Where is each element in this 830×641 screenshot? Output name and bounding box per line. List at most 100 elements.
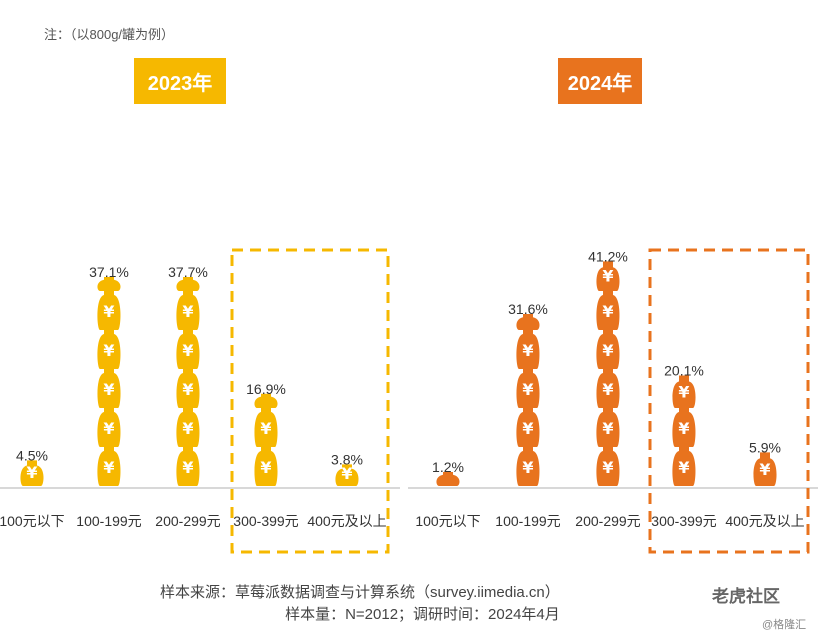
yen-symbol-2023-3-1: ¥ bbox=[260, 419, 271, 438]
category-label-2023-0: 100元以下 bbox=[0, 513, 65, 529]
yen-symbol-2023-0-0: ¥ bbox=[26, 463, 37, 482]
coin-bag-2024-0-0 bbox=[436, 472, 460, 486]
yen-symbol-2023-3-0: ¥ bbox=[260, 458, 271, 477]
watermark-main: 老虎社区 bbox=[712, 587, 780, 606]
value-label-2023-3: 16.9% bbox=[246, 381, 286, 397]
coin-bag-2023-2-3 bbox=[176, 328, 200, 369]
coin-bag-2023-1-0 bbox=[97, 445, 121, 486]
source-line-1: 样本来源：草莓派数据调查与计算系统（survey.iimedia.cn） bbox=[160, 584, 560, 601]
yen-symbol-2024-3-0: ¥ bbox=[678, 458, 689, 477]
yen-symbol-2023-1-3: ¥ bbox=[103, 341, 114, 360]
category-label-2024-1: 100-199元 bbox=[495, 513, 560, 529]
coin-bag-2023-2-1 bbox=[176, 406, 200, 447]
yen-symbol-2024-3-1: ¥ bbox=[678, 419, 689, 438]
bar-2024-2: ¥ ¥ ¥ ¥ ¥ ¥ bbox=[596, 261, 620, 486]
yen-symbol-2023-2-3: ¥ bbox=[182, 341, 193, 360]
watermark-sub: @格隆汇 bbox=[762, 619, 807, 631]
category-label-2023-3: 300-399元 bbox=[233, 513, 298, 529]
chart-note: 注：（以800g/罐为例） bbox=[44, 27, 175, 42]
yen-symbol-2024-2-1: ¥ bbox=[602, 419, 613, 438]
coin-bag-2023-2-0 bbox=[176, 445, 200, 486]
yen-symbol-2024-1-2: ¥ bbox=[522, 380, 533, 399]
yen-symbol-2024-2-4: ¥ bbox=[602, 302, 613, 321]
bar-2023-0: ¥ bbox=[20, 460, 44, 486]
category-label-2024-4: 400元及以上 bbox=[725, 513, 804, 529]
value-label-2023-1: 37.1% bbox=[89, 264, 129, 280]
coin-bag-2023-2-4 bbox=[176, 289, 200, 330]
year-badge-2023: 2023年 bbox=[134, 58, 226, 104]
coin-bag-2024-1-1 bbox=[516, 406, 540, 447]
bar-2023-4: ¥ bbox=[335, 464, 359, 486]
coin-bag-2024-2-2 bbox=[596, 367, 620, 408]
value-label-2024-2: 41.2% bbox=[588, 248, 628, 264]
coin-bag-2024-3-0 bbox=[672, 445, 696, 486]
yen-symbol-2023-1-0: ¥ bbox=[103, 458, 114, 477]
value-label-2024-0: 1.2% bbox=[432, 459, 464, 475]
coin-bag-2023-3-1 bbox=[254, 406, 278, 447]
value-label-2024-1: 31.6% bbox=[508, 301, 548, 317]
coin-bag-2023-2-5 bbox=[176, 277, 200, 291]
bar-2023-3: ¥¥ bbox=[254, 393, 278, 486]
bar-2024-0 bbox=[436, 472, 460, 486]
bar-2023-1: ¥ ¥ ¥ ¥ ¥ bbox=[97, 277, 121, 486]
highlight-box-2024 bbox=[648, 248, 810, 554]
yen-symbol-2023-1-2: ¥ bbox=[103, 380, 114, 399]
coin-bag-2024-2-4 bbox=[596, 289, 620, 330]
year-badge-2024: 2024年 bbox=[558, 58, 642, 104]
yen-symbol-2023-2-0: ¥ bbox=[182, 458, 193, 477]
yen-symbol-2023-1-4: ¥ bbox=[103, 302, 114, 321]
bar-2024-4: ¥ bbox=[753, 452, 777, 486]
coin-bag-2023-2-2 bbox=[176, 367, 200, 408]
yen-symbol-2024-1-1: ¥ bbox=[522, 419, 533, 438]
yen-symbol-2024-4-0: ¥ bbox=[759, 460, 770, 479]
yen-symbol-2023-2-4: ¥ bbox=[182, 302, 193, 321]
value-label-2023-2: 37.7% bbox=[168, 264, 208, 280]
bar-2024-3: ¥ ¥ ¥ bbox=[672, 375, 696, 486]
coin-bag-2024-1-3 bbox=[516, 328, 540, 369]
category-label-2023-2: 200-299元 bbox=[155, 513, 220, 529]
source-line-2: 样本量：N=2012；调研时间：2024年4月 bbox=[285, 606, 560, 623]
coin-bag-2024-3-1 bbox=[672, 406, 696, 447]
category-label-2024-3: 300-399元 bbox=[651, 513, 716, 529]
coin-bag-2024-1-0 bbox=[516, 445, 540, 486]
source-note: 样本来源：草莓派数据调查与计算系统（survey.iimedia.cn） 样本量… bbox=[160, 582, 560, 626]
coin-bag-2024-1-2 bbox=[516, 367, 540, 408]
yen-symbol-2023-1-1: ¥ bbox=[103, 419, 114, 438]
highlight-box-2023 bbox=[230, 248, 390, 554]
yen-symbol-2024-3-2: ¥ bbox=[678, 383, 689, 402]
coin-bag-2024-1-4 bbox=[516, 314, 540, 330]
yen-symbol-2024-2-2: ¥ bbox=[602, 380, 613, 399]
category-label-2024-2: 200-299元 bbox=[575, 513, 640, 529]
coin-bag-2024-3-2 bbox=[672, 375, 696, 408]
bar-2024-1: ¥ ¥ ¥ ¥ bbox=[516, 314, 540, 486]
yen-symbol-2023-2-1: ¥ bbox=[182, 419, 193, 438]
coin-bag-2023-0-0 bbox=[20, 460, 44, 486]
category-label-2023-1: 100-199元 bbox=[76, 513, 141, 529]
coin-bag-2024-2-1 bbox=[596, 406, 620, 447]
coin-bag-2023-1-4 bbox=[97, 289, 121, 330]
value-label-2023-4: 3.8% bbox=[331, 451, 363, 467]
coin-bag-2023-3-0 bbox=[254, 445, 278, 486]
category-label-2023-4: 400元及以上 bbox=[307, 513, 386, 529]
yen-symbol-2023-2-2: ¥ bbox=[182, 380, 193, 399]
coin-bag-2023-4-0 bbox=[335, 464, 359, 486]
coin-bag-2023-1-2 bbox=[97, 367, 121, 408]
value-label-2024-3: 20.1% bbox=[664, 363, 704, 379]
yen-symbol-2024-2-0: ¥ bbox=[602, 458, 613, 477]
yen-symbol-2023-4-0: ¥ bbox=[341, 464, 352, 483]
category-label-2024-0: 100元以下 bbox=[415, 513, 480, 529]
yen-symbol-2024-2-3: ¥ bbox=[602, 341, 613, 360]
bar-2023-2: ¥ ¥ ¥ ¥ ¥ bbox=[176, 277, 200, 486]
yen-symbol-2024-2-5: ¥ bbox=[602, 267, 613, 286]
coin-bag-2024-2-5 bbox=[596, 261, 620, 291]
coin-bag-2024-2-0 bbox=[596, 445, 620, 486]
coin-bag-2023-3-2 bbox=[254, 393, 278, 408]
coin-bag-2023-1-5 bbox=[97, 277, 121, 291]
value-label-2024-4: 5.9% bbox=[749, 439, 781, 455]
yen-symbol-2024-1-3: ¥ bbox=[522, 341, 533, 360]
coin-bag-2023-1-3 bbox=[97, 328, 121, 369]
value-label-2023-0: 4.5% bbox=[16, 447, 48, 463]
yen-symbol-2024-1-0: ¥ bbox=[522, 458, 533, 477]
coin-bag-2024-4-0 bbox=[753, 452, 777, 486]
